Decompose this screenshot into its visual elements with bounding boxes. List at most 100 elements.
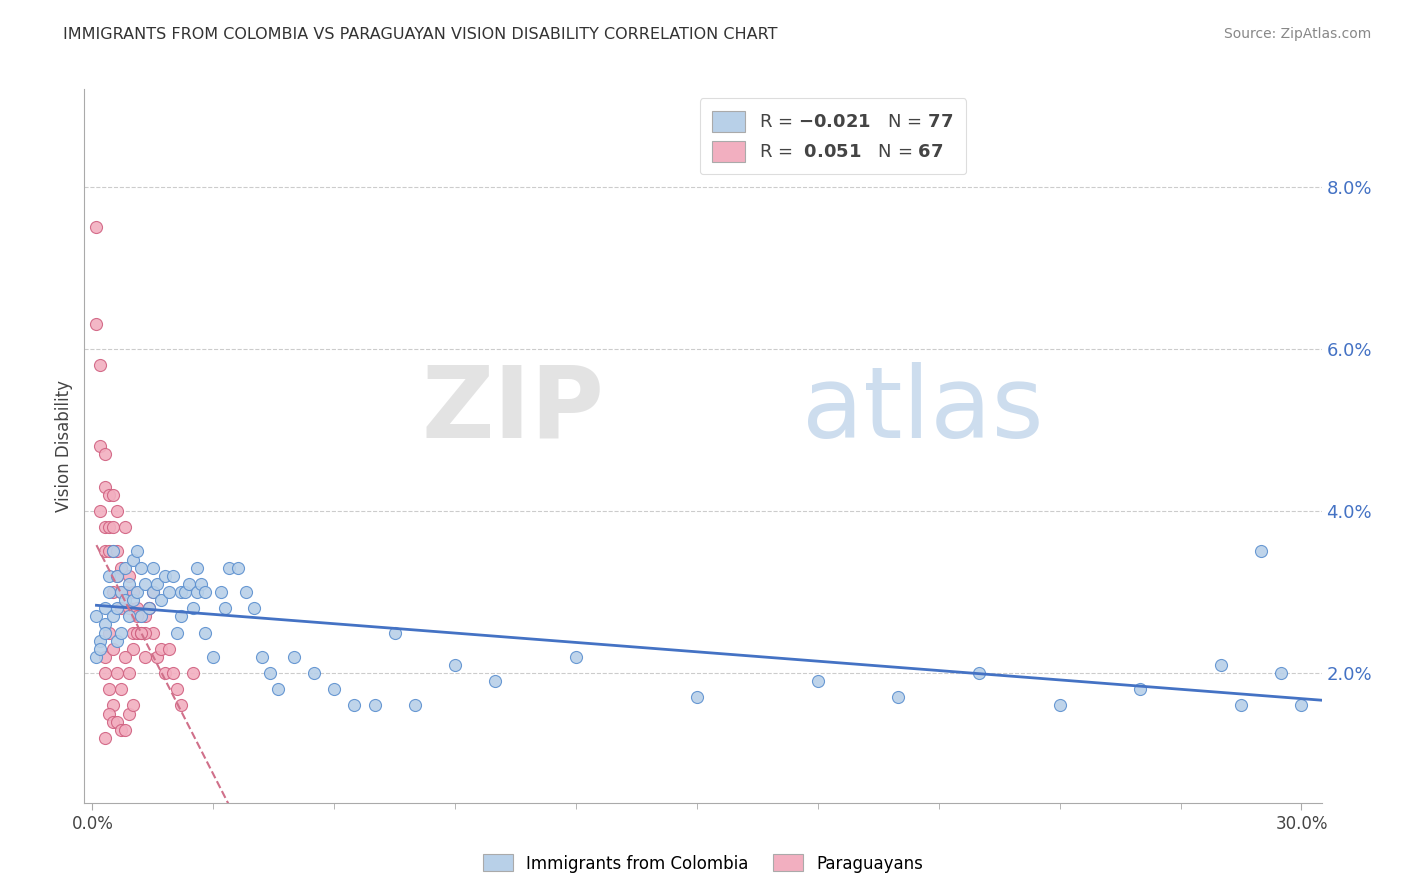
Point xyxy=(153,568,176,582)
Point xyxy=(142,625,165,640)
Legend: Immigrants from Colombia, Paraguayans: Immigrants from Colombia, Paraguayans xyxy=(475,847,931,880)
Point xyxy=(110,560,132,574)
Point xyxy=(97,488,120,502)
Point xyxy=(86,220,108,235)
Point xyxy=(93,479,115,493)
Point xyxy=(89,504,111,518)
Point xyxy=(93,617,115,632)
Point xyxy=(105,568,128,582)
Point xyxy=(138,601,160,615)
Point xyxy=(125,544,148,558)
Point xyxy=(105,568,128,582)
Point xyxy=(363,698,385,713)
Point xyxy=(179,577,201,591)
Point xyxy=(134,577,156,591)
Point xyxy=(89,358,111,372)
Point xyxy=(134,625,156,640)
Point xyxy=(194,625,217,640)
Point xyxy=(1209,657,1232,672)
Point xyxy=(97,568,120,582)
Point xyxy=(235,585,257,599)
Point xyxy=(101,544,124,558)
Point xyxy=(110,585,132,599)
Point xyxy=(138,601,160,615)
Point xyxy=(157,585,180,599)
Point xyxy=(242,601,264,615)
Point xyxy=(97,544,120,558)
Point xyxy=(186,560,208,574)
Text: ZIP: ZIP xyxy=(422,362,605,458)
Point xyxy=(110,625,132,640)
Point xyxy=(181,601,204,615)
Point xyxy=(93,520,115,534)
Point xyxy=(86,649,108,664)
Point xyxy=(118,706,141,721)
Point xyxy=(190,577,212,591)
Point xyxy=(162,568,184,582)
Point xyxy=(105,714,128,729)
Point xyxy=(114,560,136,574)
Point xyxy=(807,674,830,689)
Point xyxy=(226,560,249,574)
Point xyxy=(1129,682,1152,697)
Point xyxy=(1250,544,1272,558)
Point xyxy=(125,609,148,624)
Point xyxy=(209,585,232,599)
Point xyxy=(118,601,141,615)
Point xyxy=(250,649,273,664)
Point xyxy=(202,649,225,664)
Point xyxy=(129,560,152,574)
Point xyxy=(404,698,426,713)
Point xyxy=(114,649,136,664)
Point xyxy=(129,625,152,640)
Point xyxy=(142,560,165,574)
Point xyxy=(110,723,132,737)
Point xyxy=(93,625,115,640)
Point xyxy=(444,657,467,672)
Point xyxy=(89,633,111,648)
Point xyxy=(101,609,124,624)
Point xyxy=(134,609,156,624)
Point xyxy=(174,585,197,599)
Point xyxy=(121,698,143,713)
Point xyxy=(194,585,217,599)
Point xyxy=(121,641,143,656)
Point xyxy=(97,625,120,640)
Point xyxy=(166,625,188,640)
Text: IMMIGRANTS FROM COLOMBIA VS PARAGUAYAN VISION DISABILITY CORRELATION CHART: IMMIGRANTS FROM COLOMBIA VS PARAGUAYAN V… xyxy=(63,27,778,42)
Point xyxy=(134,649,156,664)
Point xyxy=(484,674,506,689)
Point xyxy=(686,690,709,705)
Point xyxy=(267,682,290,697)
Point xyxy=(302,666,325,681)
Point xyxy=(146,577,169,591)
Point xyxy=(343,698,366,713)
Point xyxy=(118,666,141,681)
Point xyxy=(101,520,124,534)
Point xyxy=(101,641,124,656)
Point xyxy=(105,601,128,615)
Point xyxy=(105,544,128,558)
Point xyxy=(114,593,136,607)
Point xyxy=(114,585,136,599)
Point xyxy=(1291,698,1313,713)
Point xyxy=(89,439,111,453)
Legend: R = $\mathbf{-0.021}$   N = $\mathbf{77}$, R =  $\mathbf{0.051}$   N = $\mathbf{: R = $\mathbf{-0.021}$ N = $\mathbf{77}$,… xyxy=(700,98,966,174)
Point xyxy=(181,666,204,681)
Point xyxy=(259,666,281,681)
Point xyxy=(114,723,136,737)
Point xyxy=(97,585,120,599)
Point xyxy=(887,690,910,705)
Point xyxy=(101,544,124,558)
Point xyxy=(110,585,132,599)
Point xyxy=(162,666,184,681)
Point xyxy=(89,641,111,656)
Point xyxy=(149,641,172,656)
Point xyxy=(218,560,240,574)
Point xyxy=(121,625,143,640)
Point xyxy=(110,601,132,615)
Point xyxy=(97,682,120,697)
Point xyxy=(146,649,169,664)
Point xyxy=(170,698,193,713)
Point xyxy=(565,649,588,664)
